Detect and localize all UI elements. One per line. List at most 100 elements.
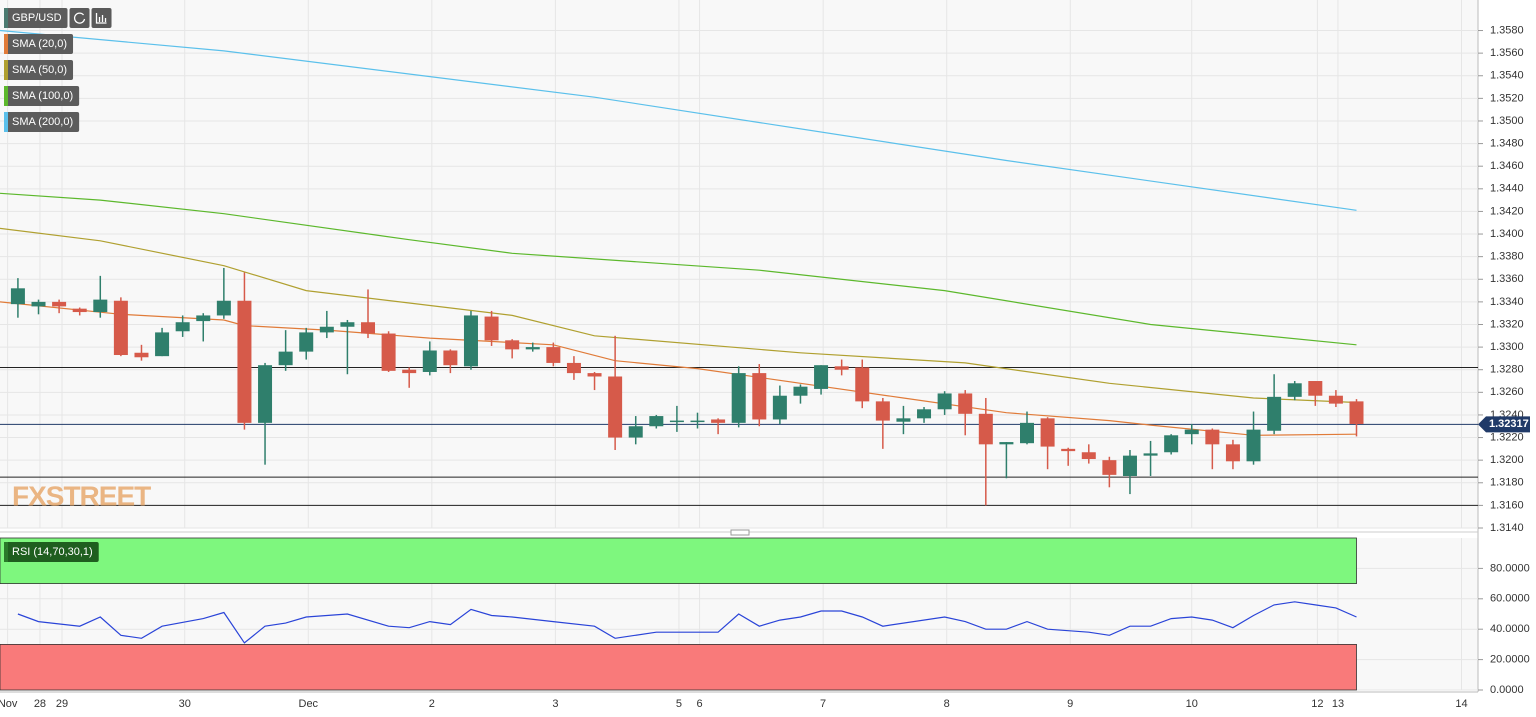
legend-label: GBP/USD bbox=[12, 12, 62, 24]
y-tick-label: 1.3460 bbox=[1490, 160, 1524, 172]
y-tick-label: 0.0000 bbox=[1490, 684, 1524, 696]
legend-item[interactable]: SMA (20,0) bbox=[4, 34, 74, 54]
candle-body bbox=[793, 386, 808, 396]
candle-body bbox=[669, 420, 684, 423]
candle-body bbox=[10, 288, 25, 305]
y-tick-label: 1.3160 bbox=[1490, 499, 1524, 511]
y-tick-label: 1.3320 bbox=[1490, 318, 1524, 330]
x-tick-label: 13 bbox=[1332, 698, 1344, 710]
candle-body bbox=[155, 332, 170, 357]
legend-swatch bbox=[4, 60, 8, 80]
candle-body bbox=[566, 362, 581, 374]
legend: GBP/USD SMA (20,0) SMA (50,0) SMA (100,0) SM… bbox=[4, 8, 112, 562]
y-tick-label: 60.0000 bbox=[1490, 593, 1530, 605]
y-tick-label: 1.3480 bbox=[1490, 137, 1524, 149]
candle-body bbox=[1164, 435, 1179, 453]
candle-body bbox=[443, 350, 458, 366]
candle-body bbox=[999, 442, 1014, 445]
y-tick-label: 1.3140 bbox=[1490, 522, 1524, 534]
candle-body bbox=[1102, 460, 1117, 475]
candle-body bbox=[258, 365, 273, 423]
legend-swatch bbox=[4, 112, 8, 132]
candle-body bbox=[1308, 381, 1323, 396]
legend-label: RSI (14,70,30,1) bbox=[12, 546, 93, 558]
candle-body bbox=[72, 308, 87, 313]
candle-body bbox=[855, 367, 870, 402]
pane-resize-handle[interactable] bbox=[730, 529, 750, 536]
candle-body bbox=[649, 416, 664, 427]
rsi-line bbox=[17, 601, 1357, 644]
x-tick-label: 3 bbox=[552, 698, 558, 710]
candle-body bbox=[937, 393, 952, 410]
legend-box[interactable] bbox=[4, 8, 68, 28]
legend-item[interactable]: GBP/USD bbox=[4, 8, 112, 28]
candle-body bbox=[319, 326, 334, 333]
candle-body bbox=[1122, 455, 1137, 476]
x-tick-label: 30 bbox=[179, 698, 191, 710]
legend-box[interactable] bbox=[4, 86, 80, 106]
legend-label: SMA (20,0) bbox=[12, 38, 67, 50]
candle-body bbox=[1040, 418, 1055, 447]
candle-body bbox=[175, 322, 190, 332]
y-tick-label: 1.3180 bbox=[1490, 477, 1524, 489]
candle-body bbox=[752, 373, 767, 420]
candle-body bbox=[628, 426, 643, 438]
candle-body bbox=[546, 347, 561, 363]
candle-body bbox=[772, 395, 787, 420]
candle-body bbox=[978, 413, 993, 445]
candle-body bbox=[216, 300, 231, 316]
candle-body bbox=[134, 352, 149, 358]
legend-swatch bbox=[4, 86, 8, 106]
legend-box[interactable] bbox=[4, 542, 99, 562]
legend-label: SMA (100,0) bbox=[12, 90, 73, 102]
main-pane bbox=[0, 0, 1478, 528]
candle-body bbox=[299, 332, 314, 352]
y-tick-label: 1.3440 bbox=[1490, 183, 1524, 195]
candle-body bbox=[690, 420, 705, 423]
sma-line bbox=[0, 29, 1357, 211]
candle-body bbox=[422, 350, 437, 372]
legend-box[interactable] bbox=[4, 60, 74, 80]
candle-body bbox=[875, 401, 890, 421]
y-tick-label: 1.3300 bbox=[1490, 341, 1524, 353]
x-tick-label: 7 bbox=[820, 698, 826, 710]
y-tick-label: 1.3360 bbox=[1490, 273, 1524, 285]
candle-body bbox=[917, 409, 932, 419]
x-tick-label: Dec bbox=[299, 698, 319, 710]
legend-item[interactable]: SMA (200,0) bbox=[4, 112, 80, 132]
candle-body bbox=[1143, 453, 1158, 456]
legend-item[interactable]: SMA (100,0) bbox=[4, 86, 80, 106]
x-tick-label: 2 bbox=[429, 698, 435, 710]
y-tick-label: 1.3560 bbox=[1490, 47, 1524, 59]
candle-body bbox=[1287, 383, 1302, 397]
y-tick-label: 20.0000 bbox=[1490, 654, 1530, 666]
x-tick-label: 10 bbox=[1186, 698, 1198, 710]
reload-button[interactable] bbox=[69, 8, 90, 28]
x-tick-label: 5 bbox=[676, 698, 682, 710]
candle-body bbox=[1267, 396, 1282, 431]
x-tick-label: Nov bbox=[0, 698, 18, 710]
candle-body bbox=[1081, 452, 1096, 460]
candle-body bbox=[711, 419, 726, 423]
candles bbox=[10, 267, 1364, 506]
candle-body bbox=[484, 316, 499, 341]
candle-body bbox=[1020, 422, 1035, 444]
chart-settings-button[interactable] bbox=[91, 8, 112, 28]
legend-item[interactable]: RSI (14,70,30,1) bbox=[4, 542, 99, 562]
candle-body bbox=[1246, 429, 1261, 462]
candle-body bbox=[814, 365, 829, 389]
legend-box[interactable] bbox=[4, 112, 80, 132]
x-tick-label: 29 bbox=[56, 698, 68, 710]
candle-body bbox=[402, 369, 417, 374]
legend-box[interactable] bbox=[4, 34, 74, 54]
y-tick-label: 40.0000 bbox=[1490, 623, 1530, 635]
legend-item[interactable]: SMA (50,0) bbox=[4, 60, 74, 80]
y-tick-label: 1.3200 bbox=[1490, 454, 1524, 466]
candle-body bbox=[463, 315, 478, 367]
y-tick-label: 1.3520 bbox=[1490, 92, 1524, 104]
candle-body bbox=[1328, 395, 1343, 404]
candle-body bbox=[361, 322, 376, 334]
candle-body bbox=[93, 299, 108, 313]
candle-body bbox=[731, 373, 746, 423]
y-tick-label: 1.3340 bbox=[1490, 296, 1524, 308]
